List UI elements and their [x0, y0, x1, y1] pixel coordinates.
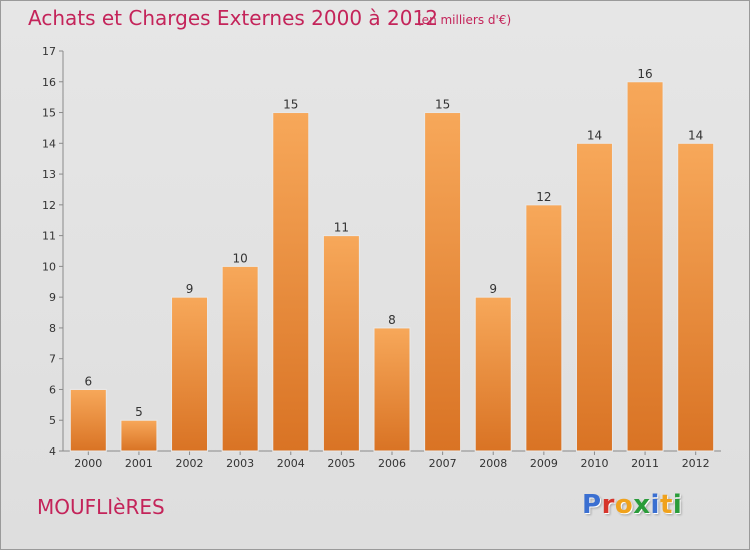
value-label-2005: 11 — [334, 221, 349, 235]
logo-letter: r — [601, 490, 615, 520]
y-tick-label: 12 — [42, 199, 56, 212]
bar-2010 — [575, 142, 613, 452]
logo-letter: i — [672, 490, 683, 520]
category-label-2010: 2010 — [580, 457, 608, 470]
logo-letter: o — [614, 490, 634, 520]
value-label-2011: 16 — [637, 67, 652, 81]
chart-subtitle: (en milliers d'€) — [417, 13, 512, 27]
y-tick-label: 11 — [42, 230, 56, 243]
value-label-2003: 10 — [233, 251, 248, 265]
bar-2001 — [120, 419, 158, 452]
bar-2011 — [626, 81, 664, 452]
y-tick-label: 7 — [49, 353, 56, 366]
category-label-2007: 2007 — [429, 457, 457, 470]
y-tick-label: 6 — [49, 383, 56, 396]
category-label-2002: 2002 — [176, 457, 204, 470]
bar-2004 — [272, 112, 310, 452]
category-label-2009: 2009 — [530, 457, 558, 470]
value-label-2002: 9 — [186, 282, 194, 296]
y-tick-label: 9 — [49, 291, 56, 304]
category-label-2008: 2008 — [479, 457, 507, 470]
category-label-2003: 2003 — [226, 457, 254, 470]
y-tick-label: 17 — [42, 45, 56, 58]
chart-bars — [69, 81, 715, 452]
category-label-2011: 2011 — [631, 457, 659, 470]
commune-name: MOUFLIèRES — [37, 495, 165, 519]
bar-2002 — [171, 296, 209, 452]
y-tick-label: 10 — [42, 260, 56, 273]
bar-2006 — [373, 327, 411, 452]
proxiti-logo[interactable]: Proxiti — [582, 490, 682, 520]
y-tick-label: 16 — [42, 76, 56, 89]
logo-letter: i — [650, 490, 660, 520]
category-label-2005: 2005 — [327, 457, 355, 470]
y-tick-label: 4 — [49, 445, 56, 458]
y-tick-label: 5 — [49, 414, 56, 427]
logo-letter: P — [582, 490, 602, 520]
value-label-2012: 14 — [688, 128, 703, 142]
bar-2009 — [525, 204, 563, 452]
value-label-2004: 15 — [283, 98, 298, 112]
value-label-2001: 5 — [135, 405, 143, 419]
y-tick-label: 8 — [49, 322, 56, 335]
category-label-2006: 2006 — [378, 457, 406, 470]
value-label-2010: 14 — [587, 128, 602, 142]
chart-title: Achats et Charges Externes 2000 à 2012 — [28, 6, 438, 30]
logo-letter: x — [633, 490, 651, 520]
category-label-2000: 2000 — [74, 457, 102, 470]
y-tick-label: 14 — [42, 137, 56, 150]
value-label-2000: 6 — [84, 374, 92, 388]
value-label-2009: 12 — [536, 190, 551, 204]
value-label-2007: 15 — [435, 98, 450, 112]
category-label-2004: 2004 — [277, 457, 305, 470]
category-label-2001: 2001 — [125, 457, 153, 470]
category-label-2012: 2012 — [682, 457, 710, 470]
chart-labels: 6 2000 5 2001 9 2002 10 2003 15 2004 11 2005 8 2006 15… — [74, 67, 709, 470]
bar-2003 — [221, 265, 259, 452]
logo-letter: t — [659, 490, 673, 520]
value-label-2006: 8 — [388, 313, 396, 327]
bar-2012 — [677, 142, 715, 452]
bar-2008 — [474, 296, 512, 452]
value-label-2008: 9 — [489, 282, 497, 296]
bar-2007 — [424, 112, 462, 452]
y-tick-label: 13 — [42, 168, 56, 181]
y-tick-label: 15 — [42, 107, 56, 120]
bar-2005 — [322, 235, 360, 452]
bar-2000 — [69, 388, 107, 452]
